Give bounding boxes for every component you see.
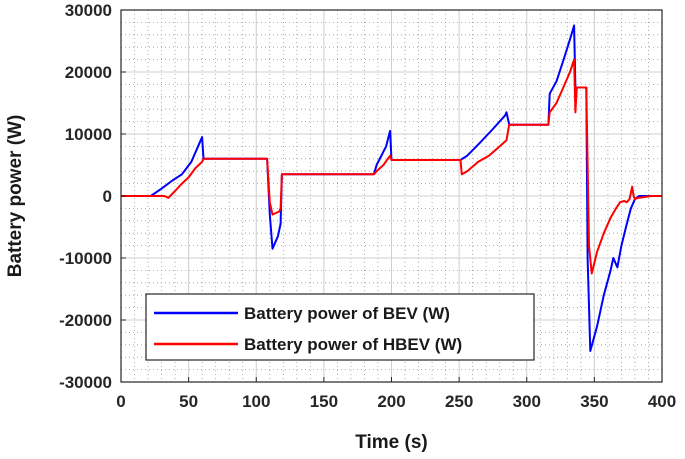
y-tick-label: -20000 <box>59 311 112 330</box>
x-tick-label: 350 <box>580 392 608 411</box>
x-tick-label: 400 <box>648 392 676 411</box>
y-tick-label: -30000 <box>59 373 112 392</box>
x-tick-label: 150 <box>310 392 338 411</box>
x-tick-label: 100 <box>242 392 270 411</box>
series-lines <box>121 24 662 352</box>
series-line-0 <box>121 24 662 352</box>
legend-label-bev: Battery power of BEV (W) <box>244 304 450 323</box>
y-tick-label: 30000 <box>65 1 112 20</box>
y-axis-label: Battery power (W) <box>5 115 26 278</box>
y-tick-label: -10000 <box>59 249 112 268</box>
y-tick-label: 0 <box>103 187 112 206</box>
x-axis-ticks: 0 50 100 150 200 250 300 350 400 <box>116 377 676 411</box>
x-tick-label: 0 <box>116 392 125 411</box>
x-tick-label: 300 <box>513 392 541 411</box>
legend: Battery power of BEV (W) Battery power o… <box>145 293 535 361</box>
y-tick-label: 20000 <box>65 63 112 82</box>
x-axis-label: Time (s) <box>355 432 428 453</box>
x-tick-label: 250 <box>445 392 473 411</box>
x-tick-label: 200 <box>377 392 405 411</box>
legend-box <box>145 293 535 361</box>
y-tick-label: 10000 <box>65 125 112 144</box>
y-axis-ticks: -30000 -20000 -10000 0 10000 20000 30000 <box>59 1 126 392</box>
series-line-1 <box>121 58 662 275</box>
x-tick-label: 50 <box>179 392 198 411</box>
legend-label-hbev: Battery power of HBEV (W) <box>244 335 462 354</box>
